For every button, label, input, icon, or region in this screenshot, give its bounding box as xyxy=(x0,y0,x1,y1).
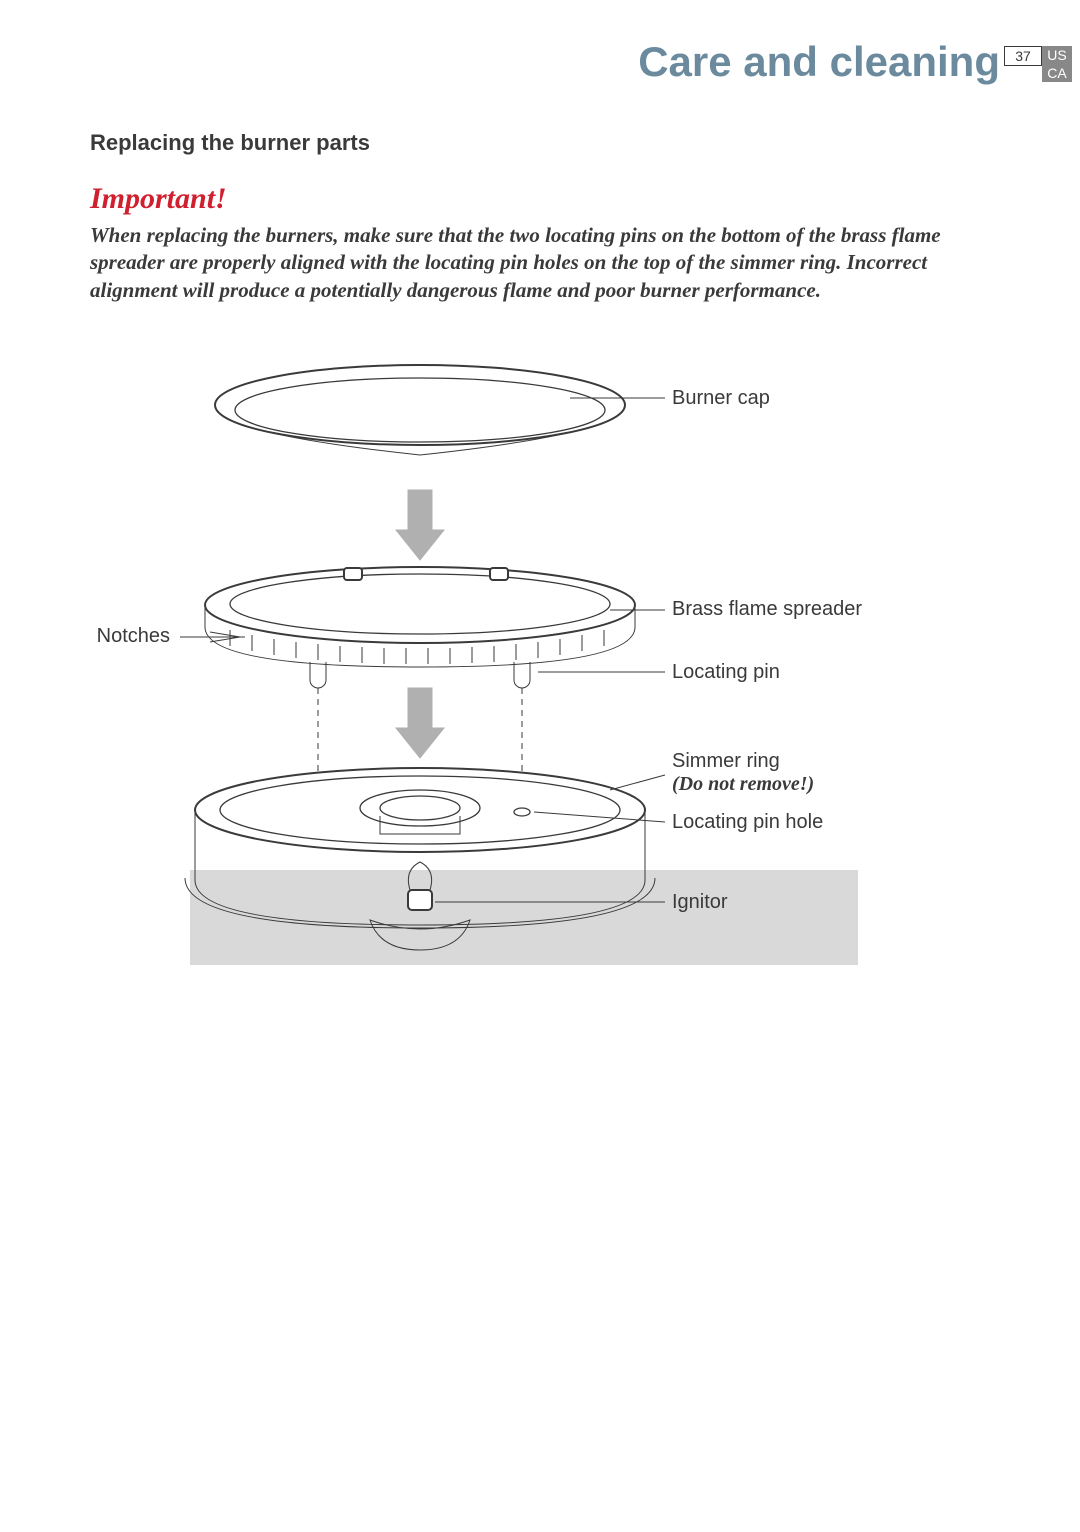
important-body: When replacing the burners, make sure th… xyxy=(90,222,990,304)
diagram-svg xyxy=(90,330,990,980)
callout-locating-pin: Locating pin xyxy=(672,661,780,684)
callout-simmer-ring: Simmer ring (Do not remove!) xyxy=(672,750,814,796)
callout-simmer-ring-note: (Do not remove!) xyxy=(672,773,814,795)
region-code: CA xyxy=(1042,64,1072,82)
callout-notches: Notches xyxy=(97,625,170,648)
callout-burner-cap: Burner cap xyxy=(672,387,770,410)
callout-simmer-ring-label: Simmer ring xyxy=(672,750,780,772)
callout-pin-hole: Locating pin hole xyxy=(672,811,823,834)
callout-ignitor: Ignitor xyxy=(672,891,728,914)
page-title: Care and cleaning xyxy=(638,38,1000,86)
region-code: US xyxy=(1042,46,1072,64)
region-badge: US CA xyxy=(1042,46,1072,82)
important-heading: Important! xyxy=(90,182,227,216)
page-number-badge: 37 xyxy=(1004,46,1042,66)
callout-flame-spreader: Brass flame spreader xyxy=(672,598,862,621)
section-subhead: Replacing the burner parts xyxy=(90,130,370,156)
manual-page: Care and cleaning 37 US CA Replacing the… xyxy=(0,0,1080,1532)
burner-exploded-diagram: Burner cap Brass flame spreader Notches … xyxy=(90,330,990,980)
